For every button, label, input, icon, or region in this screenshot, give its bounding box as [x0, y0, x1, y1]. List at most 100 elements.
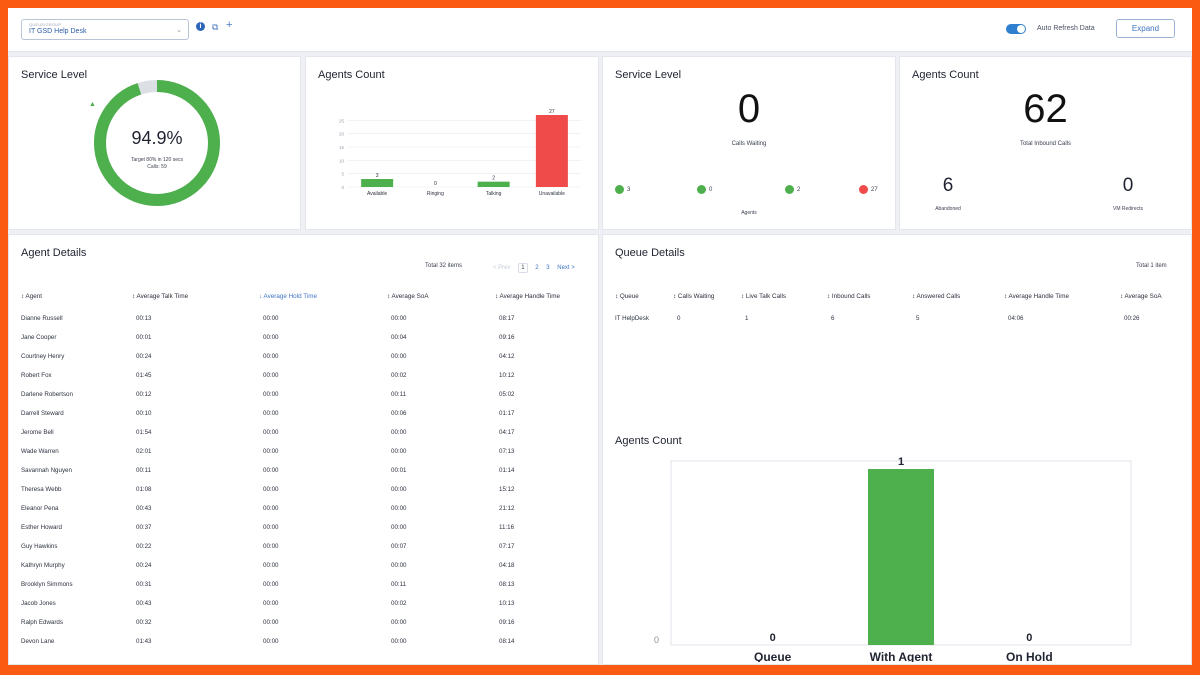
total-inbound-calls-value: 62 — [1023, 87, 1068, 131]
toggle-knob — [1017, 25, 1025, 33]
service-level-subtext: Target 80% in 120 secs Calls: 59 — [93, 157, 221, 171]
column-header[interactable]: ↕ Agent — [21, 293, 43, 300]
table-cell: 0 — [677, 315, 681, 322]
table-cell: 00:04 — [391, 334, 407, 341]
auto-refresh-toggle[interactable] — [1006, 24, 1026, 34]
table-cell: 00:00 — [263, 391, 279, 398]
vm-redirects-label: VM Redirects — [1112, 206, 1143, 212]
agents-count-panel: Agents Count 0 5 10 15 20 25 3 Available 0 Ringin… — [305, 56, 599, 230]
table-cell: 09:16 — [499, 619, 515, 626]
column-header[interactable]: ↕ Live Talk Calls — [741, 293, 787, 300]
column-header[interactable]: ↕ Average Talk Time — [132, 293, 189, 300]
table-cell: 00:00 — [263, 505, 279, 512]
table-cell: 00:32 — [136, 619, 152, 626]
table-cell: 00:12 — [136, 391, 152, 398]
table-cell: 00:24 — [136, 562, 152, 569]
table-cell: 00:24 — [136, 353, 152, 360]
table-cell: 00:02 — [391, 600, 407, 607]
prev-page-button[interactable]: < Prev — [493, 265, 511, 271]
service-level-panel: Service Level ▲ 94.9% Target 80% in 120 … — [8, 56, 301, 230]
table-cell: 00:02 — [391, 372, 407, 379]
abandoned-value: 6 — [942, 175, 954, 196]
column-header[interactable]: ↕ Calls Waiting — [673, 293, 715, 300]
table-cell: 04:12 — [499, 353, 515, 360]
table-cell: 01:14 — [499, 467, 515, 474]
table-cell: 6 — [831, 315, 835, 322]
x-category-label: Talking — [486, 191, 502, 197]
table-cell: 21:12 — [499, 505, 515, 512]
table-cell: 00:00 — [391, 619, 407, 626]
column-header[interactable]: ↕ Queue — [615, 293, 639, 300]
pagination: < Prev 1 2 3 Next > — [493, 263, 581, 273]
column-header[interactable]: ↕ Average SoA — [387, 293, 429, 300]
y-tick-label: 25 — [339, 118, 345, 123]
page-2-button[interactable]: 2 — [535, 265, 539, 271]
column-header[interactable]: ↕ Average Handle Time — [495, 293, 560, 300]
page-1-button[interactable]: 1 — [518, 263, 528, 273]
table-cell: 00:43 — [136, 600, 152, 607]
inbound-calls-panel: Agents Count 62 Total Inbound Calls 6 Ab… — [899, 56, 1192, 230]
expand-button[interactable]: Expand — [1116, 19, 1175, 38]
table-cell: 08:13 — [499, 581, 515, 588]
service-level-donut: 94.9% Target 80% in 120 secs Calls: 59 — [93, 79, 221, 207]
copy-icon[interactable]: ⧉ — [212, 22, 219, 32]
bar[interactable] — [361, 179, 394, 187]
column-header[interactable]: ↕ Answered Calls — [912, 293, 961, 300]
agents-location-chart: 0 0 Queue 1 With Agent 0 On Hold — [654, 457, 1132, 662]
table-cell: 00:00 — [263, 543, 279, 550]
bar[interactable] — [535, 115, 568, 187]
y-tick-label: 15 — [339, 145, 345, 150]
table-cell: 00:13 — [136, 315, 152, 322]
table-cell: 00:43 — [136, 505, 152, 512]
agent-name-cell: Theresa Webb — [21, 486, 62, 493]
column-header[interactable]: ↕ Average SoA — [1120, 293, 1162, 300]
bar-value-label: 27 — [549, 109, 555, 115]
trend-up-icon: ▲ — [89, 101, 96, 108]
panel-title: Agents Count — [912, 69, 979, 81]
plus-icon[interactable]: + — [226, 19, 233, 31]
table-cell: 00:00 — [263, 467, 279, 474]
table-cell: 01:43 — [136, 638, 152, 645]
dot-value: 2 — [797, 187, 801, 194]
agent-table: ↕ Agent ↕ Average Talk Time ↓ Average Hold… — [9, 235, 598, 664]
table-cell: 00:00 — [263, 429, 279, 436]
table-cell: 00:00 — [263, 486, 279, 493]
y-tick-label: 5 — [341, 172, 344, 177]
agent-total-items: Total 32 items — [425, 263, 463, 269]
next-page-button[interactable]: Next > — [557, 265, 575, 271]
table-cell: 00:01 — [136, 334, 152, 341]
bar[interactable] — [477, 181, 510, 187]
page-3-button[interactable]: 3 — [546, 265, 550, 271]
info-icon[interactable]: i — [196, 22, 205, 31]
table-cell: 05:02 — [499, 391, 515, 398]
table-cell: 09:16 — [499, 334, 515, 341]
queue-selector[interactable]: QUEUE/GROUP IT GSD Help Desk ⌄ — [21, 19, 189, 40]
table-cell: 00:00 — [263, 619, 279, 626]
y-tick-label: 0 — [341, 185, 344, 190]
agent-name-cell: Guy Hawkins — [21, 543, 58, 550]
vm-redirects-stat: 0 VM Redirects — [1098, 175, 1158, 212]
dashboard: QUEUE/GROUP IT GSD Help Desk ⌄ i ⧉ + Aut… — [8, 8, 1192, 665]
status-dot — [697, 185, 706, 194]
table-cell: 00:00 — [263, 581, 279, 588]
column-header[interactable]: ↕ Inbound Calls — [827, 293, 871, 300]
bar[interactable] — [868, 469, 934, 645]
bar-value-label: 1 — [898, 457, 904, 468]
column-header[interactable]: ↕ Average Handle Time — [1004, 293, 1069, 300]
abandoned-label: Abandoned — [935, 206, 961, 212]
queue-selector-value: IT GSD Help Desk — [29, 28, 87, 35]
table-cell: 00:00 — [391, 562, 407, 569]
bar-value-label: 0 — [1026, 632, 1032, 644]
table-cell: 00:00 — [263, 372, 279, 379]
table-cell: 08:17 — [499, 315, 515, 322]
table-cell: 00:00 — [391, 315, 407, 322]
agent-name-cell: Robert Fox — [21, 372, 52, 379]
y-tick-label: 10 — [339, 158, 345, 163]
table-cell: 02:01 — [136, 448, 152, 455]
table-cell: 15:12 — [499, 486, 515, 493]
table-cell: 00:11 — [136, 467, 152, 474]
agent-name-cell: Esther Howard — [21, 524, 62, 531]
panel-title: Agent Details — [21, 247, 87, 259]
agent-dot-ringing: 0 — [697, 185, 712, 194]
column-header[interactable]: ↓ Average Hold Time — [259, 293, 317, 300]
